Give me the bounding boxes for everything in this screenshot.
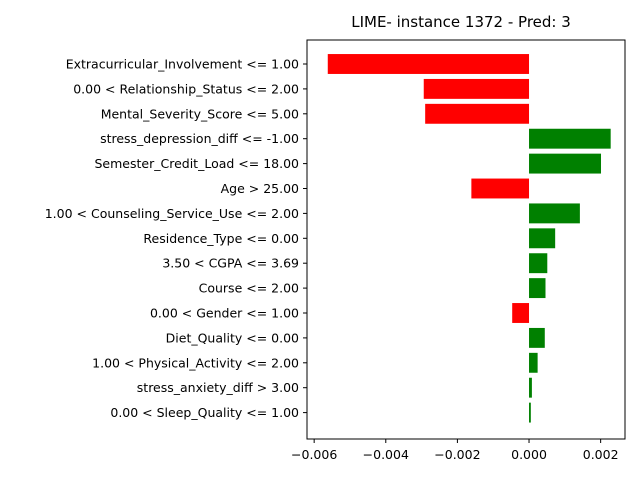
- bar-7: [529, 228, 556, 249]
- x-tick-label-1: −0.004: [363, 447, 409, 462]
- y-tick-label-12: 1.00 < Physical_Activity <= 2.00: [92, 355, 299, 370]
- bar-2: [425, 103, 530, 124]
- y-tick-label-10: 0.00 < Gender <= 1.00: [150, 306, 299, 321]
- bar-6: [529, 203, 580, 224]
- bar-14: [529, 402, 531, 423]
- x-tick-label-4: 0.002: [583, 447, 619, 462]
- y-tick-label-0: Extracurricular_Involvement <= 1.00: [66, 57, 299, 72]
- bar-5: [471, 178, 530, 199]
- bars-group: [327, 54, 611, 423]
- x-tick-label-3: 0.000: [511, 447, 547, 462]
- y-tick-label-9: Course <= 2.00: [199, 281, 299, 296]
- bar-4: [529, 153, 602, 174]
- y-tick-label-1: 0.00 < Relationship_Status <= 2.00: [73, 81, 299, 96]
- y-tick-label-8: 3.50 < CGPA <= 3.69: [162, 256, 299, 271]
- bar-8: [529, 253, 548, 274]
- bar-13: [529, 377, 532, 398]
- plot-frame: [306, 39, 626, 440]
- x-tick-label-2: −0.002: [434, 447, 480, 462]
- bar-9: [529, 278, 546, 299]
- y-tick-label-7: Residence_Type <= 0.00: [143, 231, 299, 246]
- y-tick-label-13: stress_anxiety_diff > 3.00: [137, 380, 299, 395]
- bar-12: [529, 352, 538, 373]
- y-tick-label-5: Age > 25.00: [221, 181, 299, 196]
- bar-10: [512, 303, 530, 323]
- bar-11: [529, 327, 545, 348]
- y-tick-label-11: Diet_Quality <= 0.00: [166, 330, 299, 345]
- bar-0: [327, 54, 530, 74]
- bar-1: [423, 78, 530, 99]
- chart-title: LIME- instance 1372 - Pred: 3: [351, 13, 571, 31]
- y-tick-label-3: stress_depression_diff <= -1.00: [100, 131, 299, 146]
- x-tick-label-0: −0.006: [291, 447, 337, 462]
- y-tick-label-4: Semester_Credit_Load <= 18.00: [95, 156, 300, 171]
- y-tick-label-14: 0.00 < Sleep_Quality <= 1.00: [110, 405, 299, 420]
- x-axis-ticks: −0.006 −0.004 −0.002 0.000 0.002: [291, 439, 619, 462]
- y-tick-label-2: Mental_Severity_Score <= 5.00: [101, 106, 299, 121]
- y-axis-ticks: Extracurricular_Involvement <= 1.00 0.00 …: [45, 57, 307, 420]
- bar-3: [529, 128, 611, 149]
- y-tick-label-6: 1.00 < Counseling_Service_Use <= 2.00: [45, 206, 299, 221]
